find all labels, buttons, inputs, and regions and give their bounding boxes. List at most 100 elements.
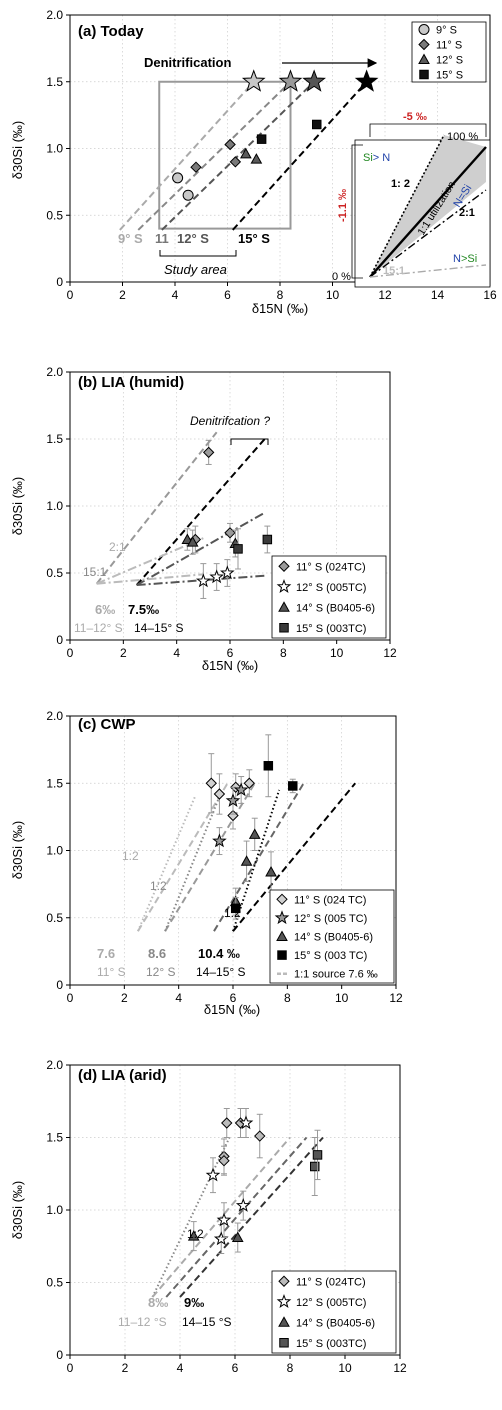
y-tick-label: 0 [56,978,63,992]
trend-line [96,573,204,585]
data-point [216,1212,232,1227]
panel-c-lat-b: 12° S [146,965,175,979]
panel-d-ticks: 0 2 4 6 8 10 12 0 0.5 1.0 1.5 2.0 [46,1058,407,1375]
data-point [312,1150,323,1160]
x-tick-label: 10 [335,991,349,1005]
y-tick-label: 0.5 [46,911,63,925]
x-tick-label: 0 [67,646,74,660]
x-tick-label: 12 [383,646,397,660]
panel-a-title: (a) Today [78,23,144,40]
data-point [262,534,273,545]
x-tick-label: 6 [230,991,237,1005]
data-point [224,138,236,151]
panel-a-inset: -5 ‰ -1.1 ‰ 100 % 0 % Si> N 1: 2 1:1 uti… [332,111,491,288]
panel-c-ticks: 0 2 4 6 8 10 12 0 0.5 1.0 1.5 2.0 [46,709,403,1005]
x-tick-label: 0 [67,991,74,1005]
trend-line [165,1136,308,1298]
panel-a-study-area-bracket [159,250,237,257]
data-point [238,1115,254,1130]
inset-n-b: >Si [461,253,477,265]
y-tick-label: 0.5 [46,566,63,580]
legend-box [271,555,387,639]
panel-b-xlabel: δ15N (‰) [202,658,258,673]
legend-marker [279,1338,289,1348]
panel-d-legend: 11° S (024TC) 12° S (005TC) 14° S (B0405-6… [271,1270,397,1354]
data-point [227,809,239,822]
x-tick-label: 8 [280,646,287,660]
data-point [224,527,236,539]
x-tick-label: 0 [67,1361,74,1375]
data-point [186,536,199,547]
panel-a-label-12s: 12° S [177,231,209,246]
x-tick-label: 2 [120,646,127,660]
x-tick-label: 4 [175,991,182,1005]
panel-b-ratio-2-1: 2:1 [109,540,126,554]
panel-a-ticks: 0 2 4 6 8 10 12 14 16 0 0.5 1.0 1.5 2.0 [46,8,497,302]
y-tick-label: 1.5 [46,75,63,89]
y-tick-label: 2.0 [46,365,63,379]
panel-c-xlabel: δ15N (‰) [204,1002,260,1017]
trend-line [164,796,221,932]
panel-c-marks [205,734,298,920]
legend-label: 12° S (005 TC) [294,913,367,925]
panel-d-lat-a: 11–12 °S [118,1315,167,1329]
data-point [209,569,224,584]
panel-b-lines [95,431,266,587]
trend-line [96,537,204,585]
legend-label: 15° S (003TC) [296,623,366,635]
trend-line [151,1136,291,1298]
y-tick-label: 2.0 [46,8,63,22]
data-point [229,156,242,168]
trend-line [136,796,196,932]
x-tick-label: 6 [224,288,231,302]
x-tick-label: 0 [67,288,74,302]
x-tick-label: 6 [232,1361,239,1375]
data-point [254,1130,266,1142]
trend-line [161,81,315,231]
legend-marker [279,623,289,633]
legend-label: 9° S [436,25,457,37]
y-tick-label: 0 [56,1348,63,1362]
x-tick-label: 12 [393,1361,407,1375]
y-tick-label: 1.0 [46,499,63,513]
x-tick-label: 10 [326,288,340,302]
panel-d-marks [187,1108,323,1254]
y-tick-label: 1.5 [46,776,63,790]
x-tick-label: 8 [284,991,291,1005]
legend-label: 11° S (024TC) [296,1276,366,1288]
legend-label: 11° S [436,40,462,52]
panel-b-lat-a: 11–12° S [74,621,123,635]
panel-b-denit-bracket [230,438,269,445]
panel-b-lat-b: 14–15° S [134,621,184,635]
legend-marker [274,910,290,925]
trend-line [232,81,368,231]
x-tick-label: 2 [122,1361,129,1375]
panel-a-xlabel: δ15N (‰) [252,301,308,316]
legend-label: 11° S (024 TC) [294,894,366,906]
endmember-star [302,69,326,92]
trend-line [151,1137,231,1298]
legend-label: 11° S (024TC) [296,561,366,573]
panel-d-title: (d) LIA (arid) [78,1067,167,1084]
x-tick-label: 8 [287,1361,294,1375]
endmember-star [241,69,266,92]
data-point [202,446,215,459]
legend-label: 12° S [436,55,463,67]
legend-marker [419,69,429,80]
panel-c-src-c: 10.4 ‰ [198,946,240,961]
x-tick-label: 10 [338,1361,352,1375]
y-tick-label: 1.0 [46,844,63,858]
legend-label: 15° S (003TC) [296,1338,366,1350]
trend-line [179,1136,324,1298]
panel-b-title: (b) LIA (humid) [78,374,184,391]
y-tick-label: 0 [56,275,63,289]
trend-line [213,782,305,932]
panel-b-ticks: 0 2 4 6 8 10 12 0 0.5 1.0 1.5 2.0 [46,365,397,660]
panel-a-today: 0 2 4 6 8 10 12 14 16 0 0.5 1.0 1.5 2.0 (a) Today Den… [10,8,497,316]
legend-marker [276,930,288,941]
data-point [248,828,261,839]
data-point [213,1231,229,1246]
y-tick-label: 2.0 [46,709,63,723]
panel-a-label-15s: 15° S [238,231,270,246]
